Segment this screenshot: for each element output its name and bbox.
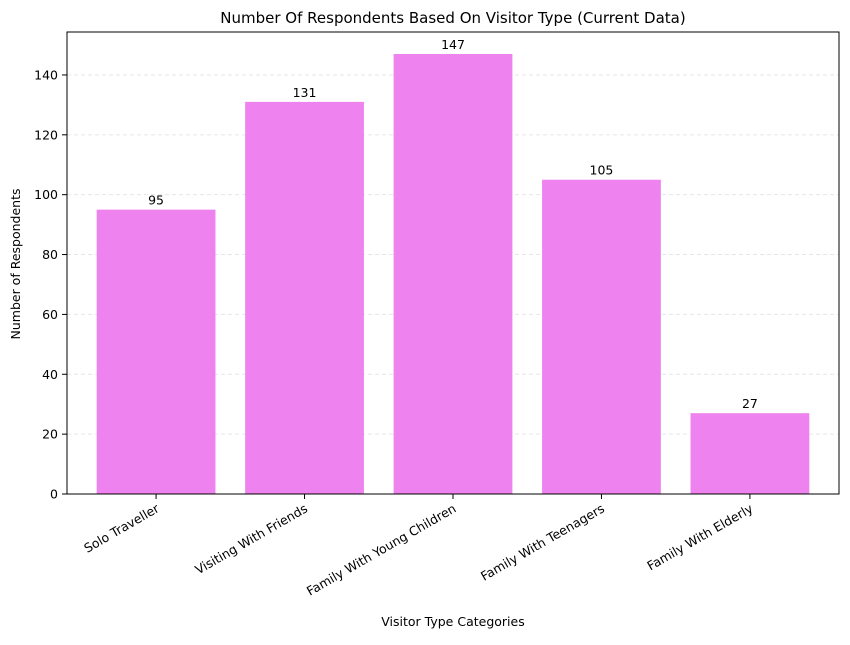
bar-value-label: 131 <box>293 85 317 100</box>
y-tick-label: 20 <box>42 427 58 442</box>
x-tick-label: Family With Teenagers <box>478 501 607 584</box>
bar-value-label: 105 <box>590 163 614 178</box>
y-tick-label: 120 <box>34 127 58 142</box>
bars <box>96 54 810 495</box>
bar-value-label: 27 <box>742 396 758 411</box>
bar-value-label: 147 <box>441 37 465 52</box>
plot-frame <box>66 31 840 495</box>
y-tick-label: 80 <box>42 247 58 262</box>
y-tick-label: 40 <box>42 367 58 382</box>
bar <box>393 54 513 494</box>
chart-title: Number Of Respondents Based On Visitor T… <box>220 9 685 27</box>
y-tick-label: 100 <box>34 187 58 202</box>
bar-value-label: 95 <box>148 193 164 208</box>
x-tick-label: Family With Young Children <box>304 501 459 599</box>
y-tick-label: 0 <box>50 487 58 502</box>
x-tick-label: Visiting With Friends <box>192 501 310 578</box>
x-tick-label: Solo Traveller <box>81 500 162 555</box>
y-tick-label: 60 <box>42 307 58 322</box>
y-axis-label: Number of Respondents <box>8 188 23 339</box>
x-axis-label: Visitor Type Categories <box>381 614 524 629</box>
y-tick-label: 140 <box>34 67 58 82</box>
bar <box>245 101 364 494</box>
bar <box>542 179 661 494</box>
x-tick-label: Family With Elderly <box>644 500 756 573</box>
bar <box>690 413 810 494</box>
data-labels: 95 131 147 105 27 <box>148 37 758 411</box>
bar <box>96 209 216 495</box>
